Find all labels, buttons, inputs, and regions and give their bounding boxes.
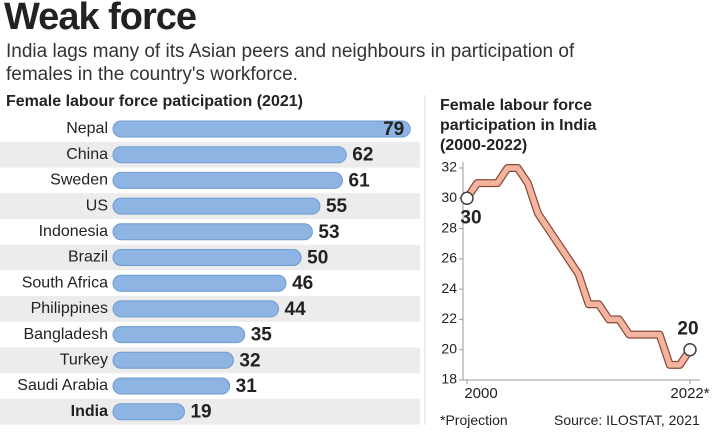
bar: [112, 120, 411, 138]
bar-chart-title: Female labour force paticipation (2021): [6, 93, 303, 110]
subtitle: India lags many of its Asian peers and n…: [6, 41, 575, 85]
bar: [112, 197, 321, 215]
bar: [112, 249, 302, 266]
value-label: 50: [307, 248, 328, 269]
row-stripe: [0, 398, 420, 425]
value-label: 61: [349, 170, 371, 191]
source: Source: ILOSTAT, 2021: [554, 412, 700, 428]
bar: [112, 351, 234, 369]
y-tick-label: 26: [441, 250, 457, 266]
y-tick-label: 20: [441, 340, 457, 356]
y-tick-label: 28: [441, 219, 457, 235]
category-label: Nepal: [66, 120, 108, 137]
value-label: 46: [292, 273, 313, 294]
category-label: US: [86, 197, 108, 214]
bar: [112, 223, 313, 241]
value-label: 19: [190, 402, 211, 423]
category-label: Brazil: [68, 249, 108, 266]
value-label: 30: [460, 207, 481, 228]
y-tick-label: 22: [441, 310, 457, 326]
title: Weak force: [4, 0, 197, 38]
x-tick-label: 2022*: [670, 385, 709, 402]
bar: [112, 274, 287, 292]
bar: [112, 403, 185, 421]
category-label: Turkey: [60, 352, 108, 369]
x-tick-label: 2000: [464, 385, 497, 402]
value-label: 20: [677, 319, 698, 340]
value-label: 32: [239, 350, 260, 371]
footnote: *Projection: [440, 412, 508, 428]
end-marker: [460, 191, 474, 206]
category-label: China: [66, 146, 108, 163]
category-label: Philippines: [31, 300, 108, 317]
value-label: 62: [352, 145, 373, 166]
y-tick-label: 30: [441, 189, 457, 205]
value-label: 79: [383, 119, 404, 140]
value-label: 53: [318, 222, 339, 243]
value-label: 44: [285, 299, 307, 320]
value-label: 35: [251, 325, 273, 346]
category-label: India: [71, 403, 108, 420]
category-label: Saudi Arabia: [17, 377, 108, 394]
category-label: Sweden: [50, 172, 108, 189]
category-label: Bangladesh: [23, 326, 108, 343]
value-label: 31: [236, 376, 258, 397]
category-label: South Africa: [22, 274, 108, 291]
bar: [112, 146, 347, 164]
value-label: 55: [326, 196, 348, 217]
bar: [112, 377, 231, 395]
bar: [112, 300, 280, 318]
y-tick-label: 32: [441, 159, 457, 175]
bar: [112, 171, 344, 189]
y-tick-label: 18: [441, 371, 457, 387]
line: [464, 165, 693, 368]
category-label: Indonesia: [39, 223, 108, 240]
end-marker: [683, 342, 697, 357]
y-tick-label: 24: [441, 280, 457, 296]
bar: [112, 326, 246, 344]
line-chart-title: Female labour force participation in Ind…: [440, 97, 597, 154]
